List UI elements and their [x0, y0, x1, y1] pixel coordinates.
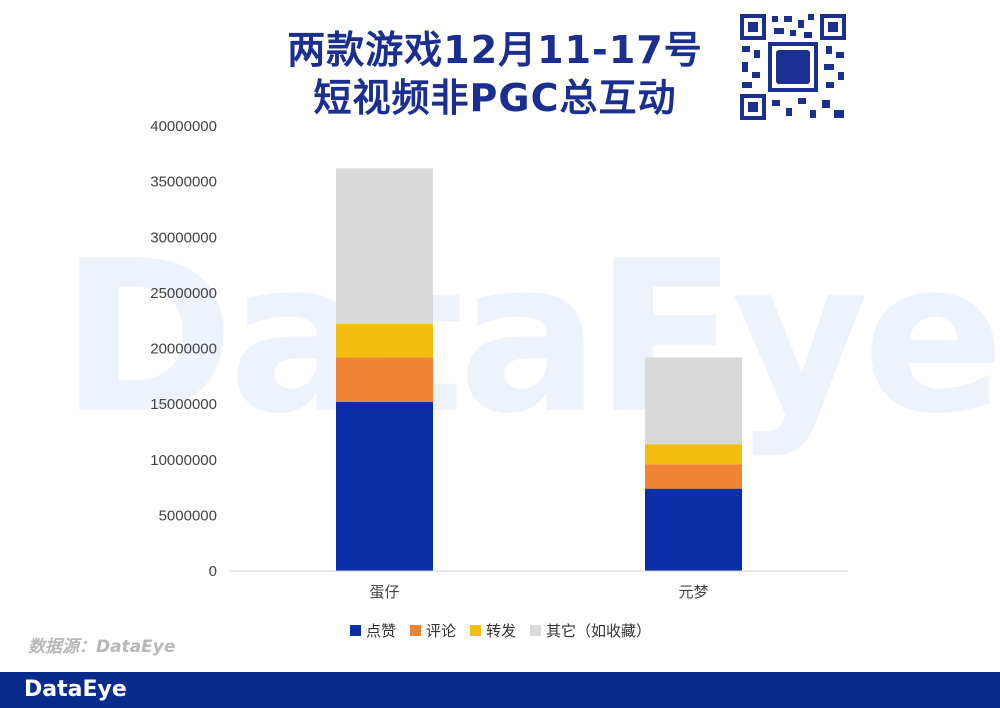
legend-item: 其它（如收藏） — [530, 620, 651, 641]
bar-segment — [336, 357, 433, 402]
y-tick-label: 20000000 — [150, 341, 217, 358]
bar-segment — [645, 444, 742, 465]
x-category-label: 元梦 — [678, 583, 708, 601]
footer-logo: DataEye — [24, 677, 127, 702]
y-tick-label: 15000000 — [150, 396, 217, 413]
bar-segment — [336, 401, 433, 571]
y-tick-label: 25000000 — [150, 285, 217, 302]
y-tick-label: 30000000 — [150, 229, 217, 246]
legend-swatch — [410, 625, 422, 636]
bar-segment — [645, 464, 742, 489]
legend-label: 评论 — [426, 622, 457, 640]
legend-item: 转发 — [470, 620, 516, 641]
legend-label: 转发 — [486, 622, 517, 640]
y-tick-label: 40000000 — [150, 118, 217, 135]
bar-segment — [645, 357, 742, 445]
y-tick-label: 0 — [209, 563, 217, 580]
chart-title-line2: 短视频非PGC总互动 — [313, 76, 677, 120]
legend-label: 点赞 — [366, 622, 397, 640]
footer-bar: DataEye — [0, 672, 1000, 708]
y-tick-label: 10000000 — [150, 452, 217, 469]
legend-item: 评论 — [410, 620, 456, 641]
x-category-label: 蛋仔 — [369, 583, 399, 601]
chart-title-line1: 两款游戏12月11-17号 — [287, 28, 703, 72]
legend-swatch — [530, 625, 542, 636]
legend: 点赞 评论 转发 其它（如收藏） — [350, 620, 651, 641]
y-tick-label: 35000000 — [150, 174, 217, 191]
qr-code-icon — [738, 12, 848, 122]
bar-segment — [336, 324, 433, 358]
legend-item: 点赞 — [350, 620, 396, 641]
legend-swatch — [470, 625, 482, 636]
bar-segment — [645, 488, 742, 571]
legend-label: 其它（如收藏） — [546, 622, 652, 640]
y-tick-label: 5000000 — [159, 507, 217, 524]
bar-segment — [336, 168, 433, 325]
legend-swatch — [350, 625, 361, 636]
source-note: 数据源：DataEye — [28, 637, 176, 657]
